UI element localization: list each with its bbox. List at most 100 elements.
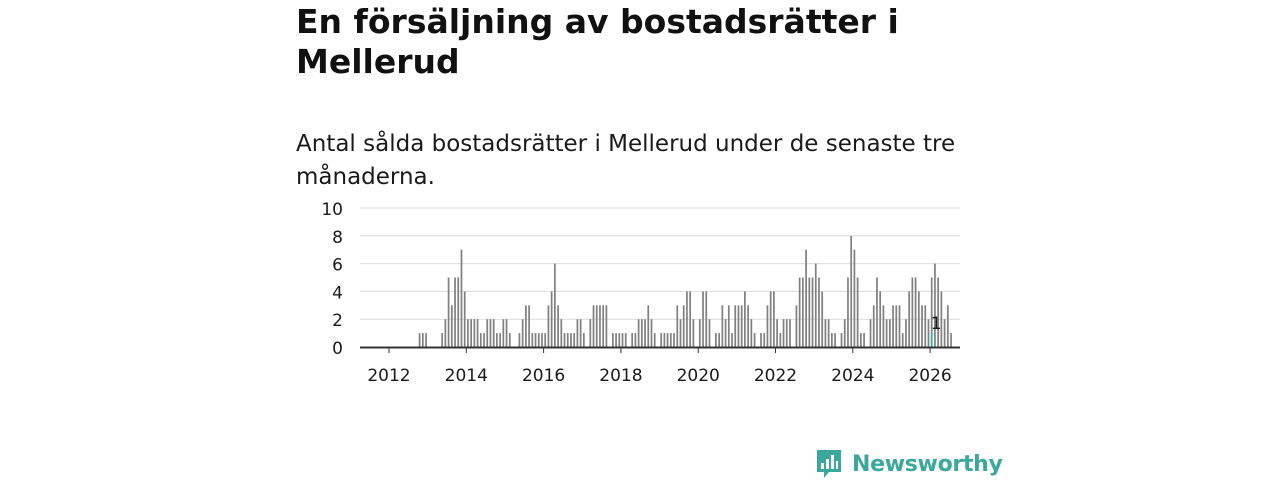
- bar: [673, 333, 675, 347]
- bar: [905, 319, 907, 347]
- newsworthy-logo-icon: [817, 450, 841, 478]
- bar: [705, 291, 708, 347]
- bar: [653, 333, 656, 347]
- bar: [611, 333, 614, 347]
- bar: [863, 333, 865, 347]
- bar: [814, 263, 817, 347]
- bar: [734, 305, 737, 347]
- bar: [421, 333, 424, 347]
- bar: [660, 333, 663, 347]
- bar: [901, 333, 904, 347]
- bar: [937, 277, 940, 347]
- bar: [544, 333, 547, 347]
- bar: [615, 333, 617, 347]
- bar: [872, 305, 875, 347]
- page-title: En försäljning av bostadsrätter i Meller…: [296, 2, 899, 81]
- bar: [547, 305, 550, 347]
- bar: [850, 235, 853, 347]
- bar: [518, 333, 521, 347]
- bar: [618, 333, 621, 347]
- bar: [454, 277, 456, 347]
- y-tick-label: 6: [332, 256, 343, 276]
- bar: [528, 305, 530, 347]
- bar: [666, 333, 669, 347]
- bar: [914, 277, 917, 347]
- bar: [467, 319, 469, 347]
- bar: [476, 319, 479, 347]
- bar: [885, 319, 888, 347]
- x-tick-label: 2014: [445, 366, 488, 386]
- bar: [599, 305, 601, 347]
- newsworthy-logo: Newsworthy: [815, 447, 1003, 481]
- highlight-bar: [930, 333, 933, 347]
- bar: [602, 305, 605, 347]
- bar: [831, 333, 833, 347]
- bar: [876, 277, 878, 347]
- bar: [708, 319, 711, 347]
- bar: [773, 291, 775, 347]
- bar: [769, 291, 772, 347]
- bar: [927, 319, 930, 347]
- bar: [702, 291, 704, 347]
- bar: [776, 319, 778, 347]
- y-tick-label: 0: [332, 339, 343, 359]
- bar: [531, 333, 534, 347]
- bar: [802, 277, 804, 347]
- bar: [573, 333, 576, 347]
- bar: [463, 291, 466, 347]
- bar: [644, 319, 646, 347]
- bar: [457, 277, 460, 347]
- bar: [537, 333, 540, 347]
- bar: [557, 305, 559, 347]
- bar: [908, 291, 911, 347]
- bar: [479, 333, 482, 347]
- bar: [782, 319, 785, 347]
- bar: [650, 319, 653, 347]
- chart-subtitle: Antal sålda bostadsrätter i Mellerud und…: [296, 131, 956, 190]
- bar: [605, 305, 608, 347]
- bar: [505, 319, 508, 347]
- bar: [721, 305, 724, 347]
- bar: [750, 319, 753, 347]
- bar: [940, 291, 943, 347]
- bar: [760, 333, 762, 347]
- y-tick-label: 2: [332, 311, 343, 331]
- bar: [827, 319, 830, 347]
- x-tick-label: 2016: [522, 366, 565, 386]
- bar: [576, 319, 579, 347]
- bar: [789, 319, 791, 347]
- bar: [450, 305, 453, 347]
- bar: [550, 291, 553, 347]
- x-tick-label: 2018: [599, 366, 642, 386]
- bar: [669, 333, 672, 347]
- bar: [496, 333, 498, 347]
- bar: [554, 263, 556, 347]
- bar: [785, 319, 788, 347]
- bar: [895, 305, 898, 347]
- bar: [470, 319, 472, 347]
- bar: [766, 305, 769, 347]
- bar: [473, 319, 476, 347]
- bar: [589, 319, 592, 347]
- bar: [808, 277, 811, 347]
- newsworthy-logo-text: Newsworthy: [852, 451, 1003, 477]
- bar: [624, 333, 627, 347]
- bar: [698, 319, 701, 347]
- bar: [740, 305, 743, 347]
- bar: [525, 305, 527, 347]
- highlight-data-label: 1: [931, 314, 942, 334]
- bar: [950, 333, 952, 347]
- bar: [486, 319, 489, 347]
- bar: [763, 333, 766, 347]
- bar: [715, 333, 717, 347]
- x-tick-label: 2026: [908, 366, 951, 386]
- bar: [840, 333, 843, 347]
- bar: [795, 305, 798, 347]
- bar: [686, 291, 688, 347]
- bar: [859, 333, 862, 347]
- bar: [595, 305, 598, 347]
- bar: [560, 319, 563, 347]
- bar: [663, 333, 666, 347]
- bar: [621, 333, 624, 347]
